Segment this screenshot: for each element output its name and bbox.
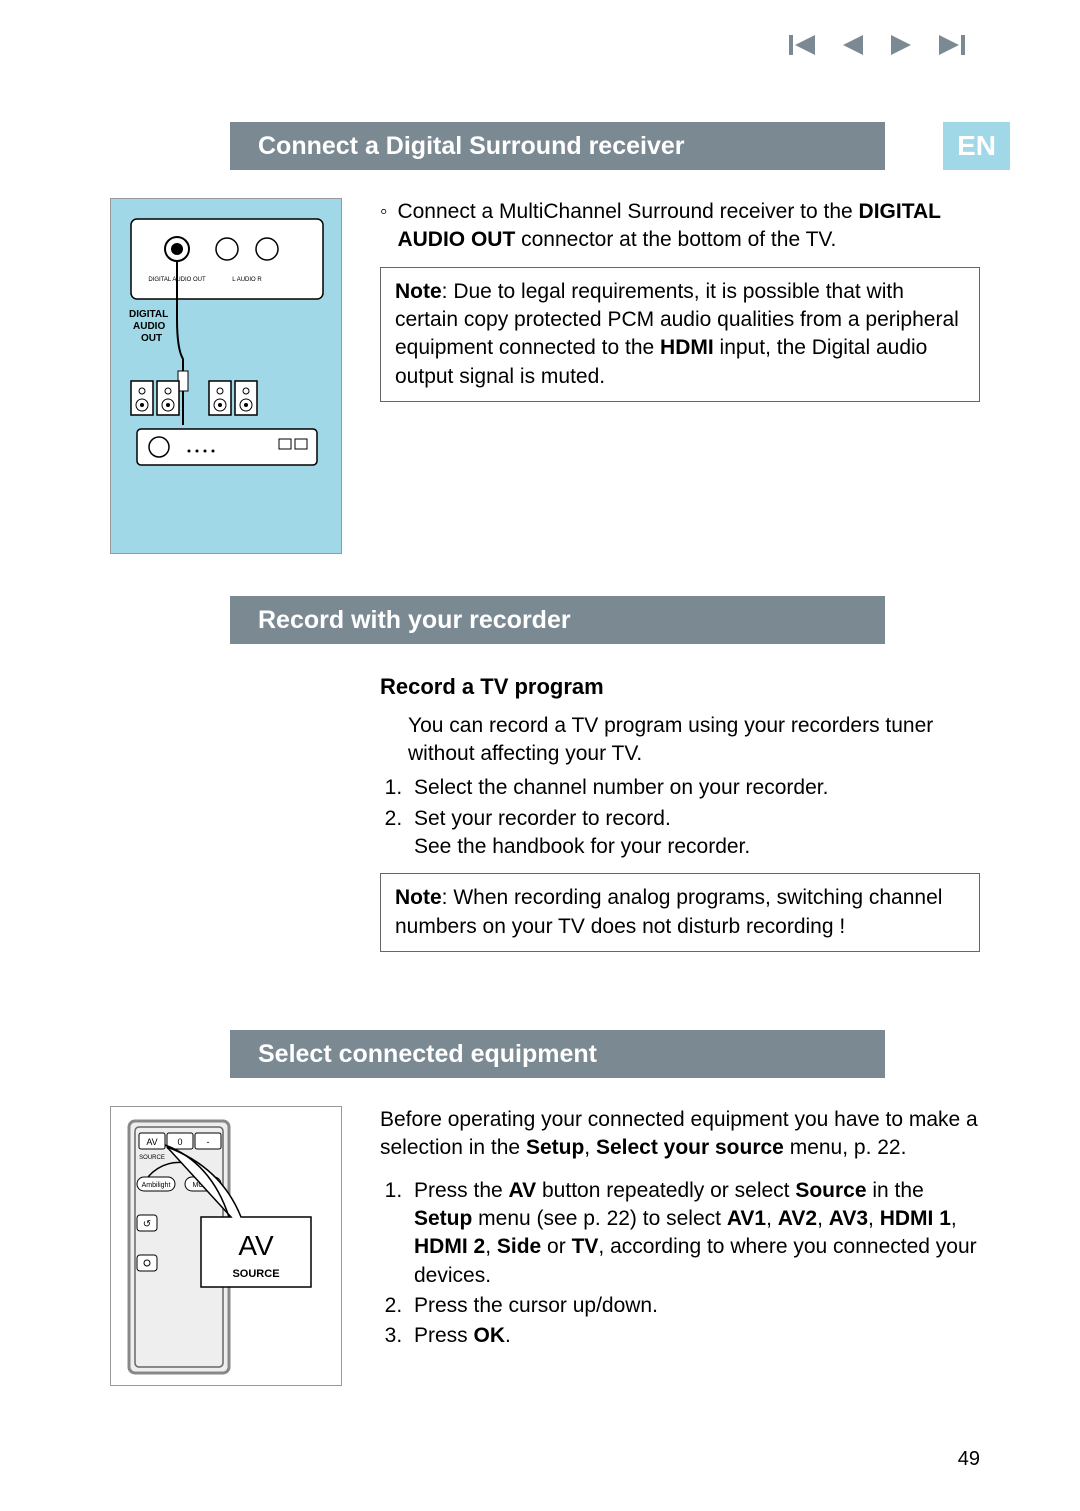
select-step-1: Press the AV button repeatedly or select… <box>408 1177 980 1290</box>
skip-prev-icon[interactable] <box>789 35 815 55</box>
svg-text:SOURCE: SOURCE <box>232 1268 279 1280</box>
svg-text:↺: ↺ <box>143 1219 151 1230</box>
svg-text:Ambilight: Ambilight <box>142 1182 171 1189</box>
record-steps: Select the channel number on your record… <box>380 774 980 861</box>
svg-text:AV: AV <box>238 1230 274 1261</box>
svg-text:OUT: OUT <box>141 333 162 344</box>
section-title-2: Record with your recorder <box>258 606 571 635</box>
note-box-2: Note: When recording analog programs, sw… <box>380 873 980 952</box>
section-header-1: Connect a Digital Surround receiver <box>230 122 885 170</box>
section-3-text: Before operating your connected equipmen… <box>380 1106 980 1386</box>
section-2: Record a TV program You can record a TV … <box>110 672 980 952</box>
subheading-record: Record a TV program <box>380 672 980 702</box>
section-1-text: ◦ Connect a MultiChannel Surround receiv… <box>380 198 980 554</box>
diagram-remote: AV 0 - SOURCE Ambilight MODE ↺ <box>110 1106 342 1386</box>
diagram-digital-audio-out: DIGITAL AUDIO OUT L AUDIO R DIGITAL AUDI… <box>110 198 342 554</box>
section-title-3: Select connected equipment <box>258 1040 597 1069</box>
bullet-text: Connect a MultiChannel Surround receiver… <box>397 198 980 255</box>
select-step-3: Press OK. <box>408 1322 980 1350</box>
select-intro: Before operating your connected equipmen… <box>380 1106 980 1163</box>
section-1: DIGITAL AUDIO OUT L AUDIO R DIGITAL AUDI… <box>110 198 980 554</box>
step-2: Set your recorder to record. See the han… <box>408 805 980 862</box>
svg-text:AV: AV <box>146 1137 157 1147</box>
svg-text:L AUDIO R: L AUDIO R <box>232 277 262 283</box>
playback-nav <box>789 35 965 55</box>
note-box-1: Note: Due to legal requirements, it is p… <box>380 267 980 402</box>
section-header-3: Select connected equipment <box>230 1030 885 1078</box>
record-intro: You can record a TV program using your r… <box>380 712 980 769</box>
section-2-text: Record a TV program You can record a TV … <box>380 672 980 952</box>
prev-icon[interactable] <box>843 35 863 55</box>
page-number: 49 <box>958 1448 980 1471</box>
svg-text:SOURCE: SOURCE <box>139 1155 165 1161</box>
svg-text:-: - <box>207 1137 210 1147</box>
step-1: Select the channel number on your record… <box>408 774 980 802</box>
section-title-1: Connect a Digital Surround receiver <box>258 132 685 161</box>
language-badge: EN <box>943 122 1010 170</box>
section-header-2: Record with your recorder <box>230 596 885 644</box>
bullet-icon: ◦ <box>380 198 387 255</box>
select-step-2: Press the cursor up/down. <box>408 1292 980 1320</box>
svg-text:DIGITAL: DIGITAL <box>129 309 168 320</box>
skip-next-icon[interactable] <box>939 35 965 55</box>
select-steps: Press the AV button repeatedly or select… <box>380 1177 980 1351</box>
section-3: AV 0 - SOURCE Ambilight MODE ↺ <box>110 1106 980 1386</box>
next-icon[interactable] <box>891 35 911 55</box>
svg-text:AUDIO: AUDIO <box>133 321 165 332</box>
svg-text:0: 0 <box>177 1137 182 1147</box>
